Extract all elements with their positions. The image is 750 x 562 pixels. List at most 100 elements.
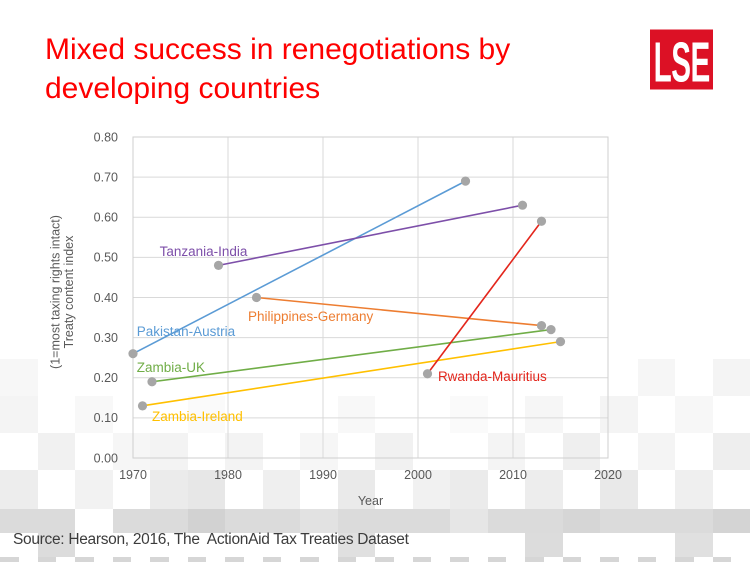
lse-logo-square	[650, 29, 713, 90]
pattern-tile	[712, 433, 750, 470]
pattern-tile	[150, 557, 169, 562]
pattern-tile	[187, 557, 207, 562]
series-label-philippines-germany: Philippines-Germany	[248, 309, 374, 324]
pattern-tile	[562, 433, 600, 470]
pattern-tile	[487, 557, 507, 562]
pattern-tile	[150, 470, 188, 509]
data-point	[555, 337, 566, 347]
pattern-tile	[712, 359, 750, 396]
lse-logo-graphic: LSE	[650, 29, 713, 94]
pattern-tile	[225, 433, 263, 470]
data-point	[536, 216, 547, 226]
data-point	[546, 325, 556, 335]
pattern-tile	[450, 509, 488, 533]
data-point	[251, 292, 262, 303]
y-tick-label: 0.40	[94, 291, 118, 305]
pattern-tile	[450, 557, 469, 562]
data-point	[536, 320, 547, 331]
pattern-tile	[337, 533, 375, 557]
x-tick-label: 2010	[499, 468, 527, 482]
data-point	[460, 176, 471, 186]
data-point	[422, 369, 433, 379]
pattern-tile	[150, 433, 188, 470]
pattern-tile	[0, 470, 38, 509]
pattern-tile	[450, 396, 488, 433]
slide-title: Mixed success in renegotiations by devel…	[45, 30, 510, 108]
series-line-rwanda-mauritius	[426, 220, 543, 375]
series-label-tanzania-india: Tanzania-India	[160, 244, 248, 259]
slide-title-line2: developing countries	[45, 72, 321, 105]
pattern-tile	[525, 396, 563, 433]
pattern-tile	[0, 557, 19, 562]
pattern-tile	[75, 557, 94, 562]
y-tick-label: 0.50	[94, 251, 118, 265]
pattern-tile	[337, 557, 357, 562]
pattern-tile	[37, 433, 75, 470]
pattern-tile	[675, 533, 713, 557]
pattern-tile	[0, 359, 38, 396]
y-axis-title-line1: Treaty content index	[62, 235, 76, 349]
pattern-tile	[262, 557, 282, 562]
pattern-tile	[300, 509, 338, 533]
series-label-zambia-uk: Zambia-UK	[137, 360, 205, 375]
series-line-zambia-uk	[151, 328, 552, 383]
data-point	[517, 200, 528, 210]
pattern-tile	[600, 396, 638, 433]
x-tick-label: 2000	[404, 468, 432, 482]
pattern-tile	[712, 557, 732, 562]
pattern-tile	[525, 557, 544, 562]
source-citation: Source: Hearson, 2016, The ActionAid Tax…	[13, 531, 409, 548]
data-point	[213, 260, 224, 270]
series-line-zambia-ireland	[142, 340, 561, 407]
series-label-zambia-ireland: Zambia-Ireland	[152, 409, 243, 424]
pattern-tile	[600, 470, 638, 509]
y-tick-label: 0.00	[94, 451, 118, 465]
pattern-tile	[0, 396, 38, 433]
pattern-tile	[337, 470, 375, 509]
series-line-philippines-germany	[256, 296, 542, 327]
pattern-tile	[675, 396, 713, 433]
pattern-tile	[375, 433, 413, 470]
lse-logo-text: LSE	[654, 30, 710, 90]
lse-logo: LSE	[650, 29, 713, 94]
x-tick-label: 1990	[309, 468, 337, 482]
pattern-tile	[675, 557, 694, 562]
pattern-tile	[187, 509, 225, 533]
y-tick-label: 0.80	[94, 130, 118, 144]
y-tick-label: 0.30	[94, 331, 118, 345]
pattern-tile	[37, 533, 75, 557]
pattern-tile	[0, 509, 750, 533]
y-tick-label: 0.60	[94, 211, 118, 225]
pattern-tile	[600, 557, 619, 562]
pattern-tile	[637, 557, 657, 562]
data-point	[128, 349, 138, 359]
pattern-tile	[187, 470, 225, 509]
series-label-rwanda-mauritius: Rwanda-Mauritius	[438, 369, 547, 384]
series-line-tanzania-india	[218, 204, 523, 267]
y-tick-label: 0.10	[94, 411, 118, 425]
pattern-tile	[300, 433, 338, 470]
pattern-tile	[450, 470, 488, 509]
pattern-tile	[187, 396, 225, 433]
pattern-tile	[412, 470, 450, 509]
pattern-tile	[262, 470, 300, 509]
pattern-tile	[637, 433, 675, 470]
y-tick-label: 0.70	[94, 170, 118, 184]
x-axis-title: Year	[358, 494, 383, 508]
pattern-tile	[75, 470, 113, 509]
series-label-pakistan-austria: Pakistan-Austria	[137, 324, 236, 339]
pattern-tile	[562, 557, 582, 562]
pattern-tile	[562, 509, 600, 533]
pattern-tile	[675, 470, 713, 509]
series-line-pakistan-austria	[132, 180, 466, 355]
plot-border	[132, 136, 609, 459]
y-axis-title-line2: (1=most taxing rights intact)	[49, 215, 63, 369]
pattern-tile	[300, 557, 319, 562]
x-tick-label: 2020	[594, 468, 622, 482]
x-tick-label: 1970	[119, 468, 147, 482]
pattern-tile	[225, 557, 244, 562]
pattern-tile	[712, 509, 750, 533]
y-tick-label: 0.20	[94, 371, 118, 385]
